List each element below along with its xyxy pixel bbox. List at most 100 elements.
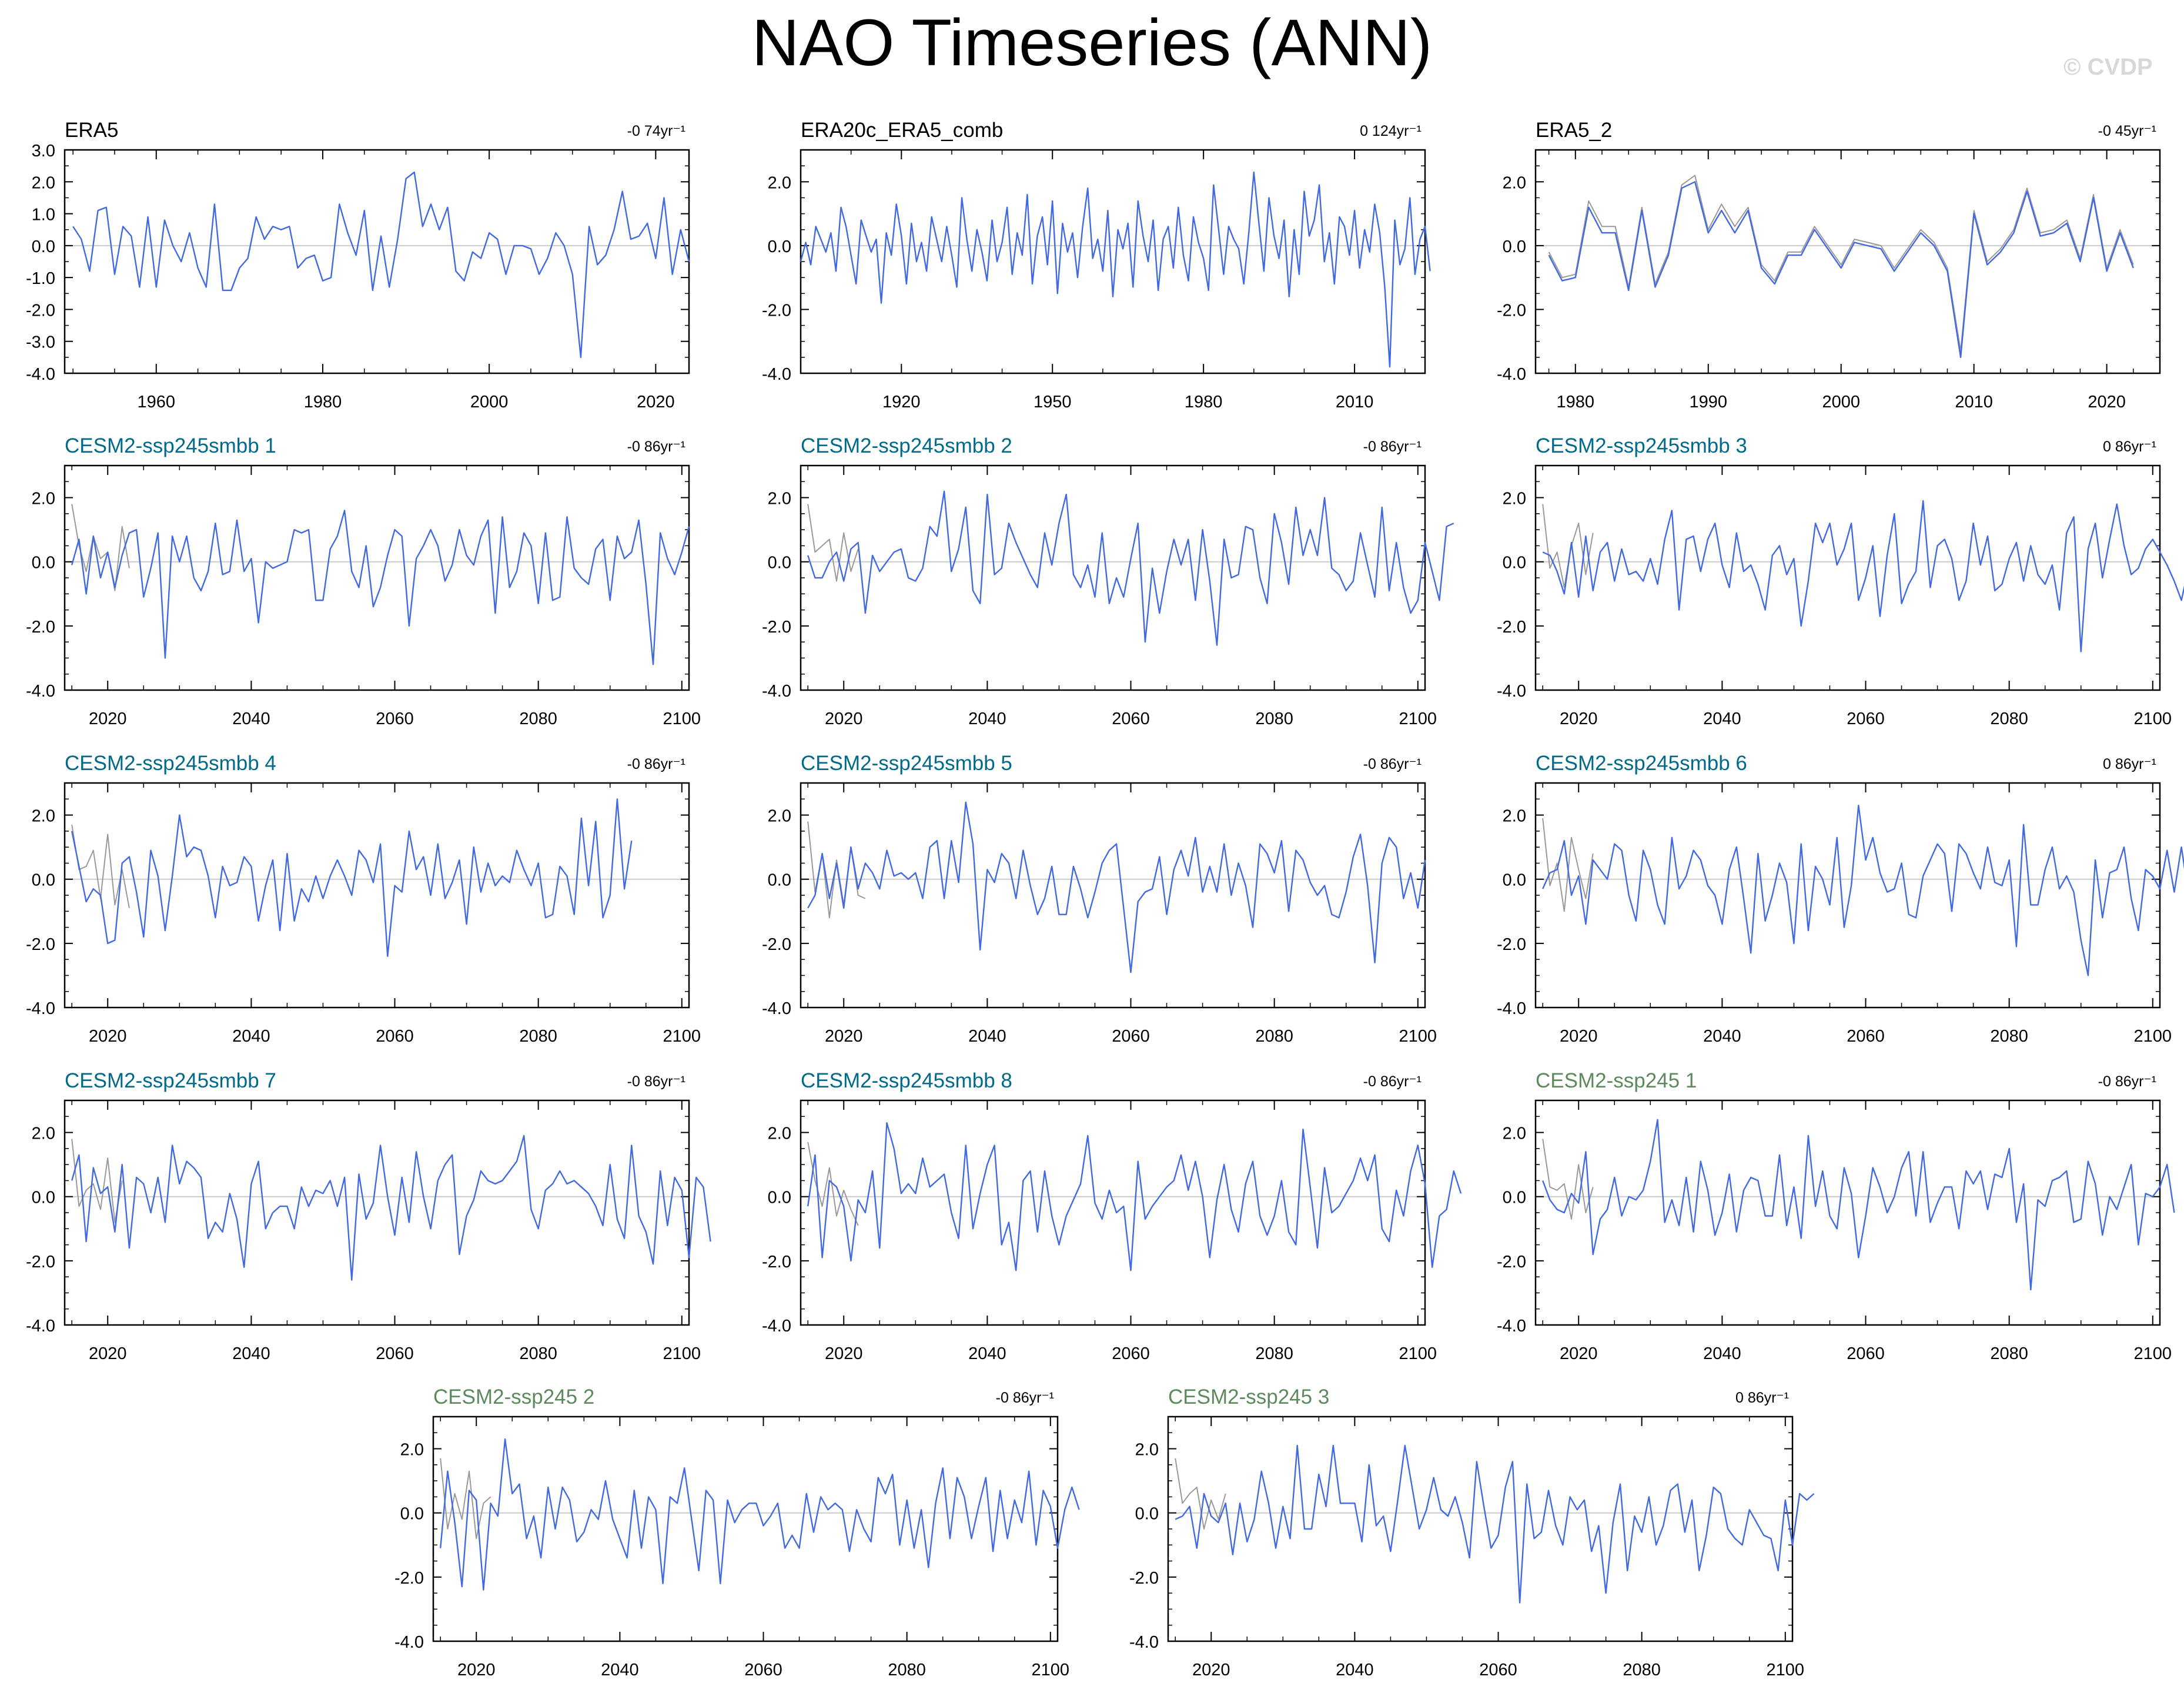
panel-1-xtick-label: 2000	[470, 393, 509, 411]
panel-5-ytick-label: 2.0	[768, 490, 791, 508]
panel-10-ytick-label: -2.0	[26, 1253, 55, 1271]
panel-4-trend: -0 86yr⁻¹	[627, 439, 685, 455]
panel-1-ytick-label: -1.0	[26, 269, 55, 288]
panel-8-ytick-label: -2.0	[762, 935, 791, 954]
panel-13-xtick-label: 2060	[744, 1661, 782, 1679]
panel-5-xtick-label: 2040	[968, 710, 1006, 728]
panel-14-xtick-label: 2060	[1479, 1661, 1517, 1679]
panel-9-ytick-label: 0.0	[1503, 871, 1526, 890]
panel-13-xtick-label: 2040	[601, 1661, 639, 1679]
panel-3-secondary-series-line	[1548, 175, 2134, 352]
panel-14-xtick-label: 2020	[1192, 1661, 1230, 1679]
panel-1-ytick-label: 0.0	[32, 237, 55, 256]
panel-1-xtick-label: 2020	[637, 393, 675, 411]
panel-1-xtick-label: 1980	[304, 393, 342, 411]
panel-14-title: CESM2-ssp245 3	[1168, 1386, 1329, 1408]
panel-9-xtick-label: 2100	[2134, 1027, 2172, 1046]
panel-7-xtick-label: 2100	[663, 1027, 701, 1046]
panel-14-ytick-label: -2.0	[1129, 1569, 1159, 1588]
panel-9-xtick-label: 2060	[1847, 1027, 1885, 1046]
panel-11-xtick-label: 2040	[968, 1344, 1006, 1363]
panel-10-series-line	[71, 1135, 711, 1281]
panel-13-series-line	[440, 1438, 1080, 1591]
panel-8-trend: -0 86yr⁻¹	[1363, 756, 1422, 772]
panel-1-ytick-label: 3.0	[32, 142, 55, 160]
panel-1-ytick-label: -3.0	[26, 333, 55, 352]
panel-11-title: CESM2-ssp245smbb 8	[801, 1069, 1012, 1092]
panel-3-ytick-label: 0.0	[1503, 237, 1526, 256]
panel-11-ytick-label: -2.0	[762, 1253, 791, 1271]
panel-1-ytick-label: 1.0	[32, 206, 55, 225]
panel-5-ytick-label: 0.0	[768, 554, 791, 573]
panel-14-series-line	[1175, 1444, 1815, 1604]
panel-14-xtick-label: 2100	[1767, 1661, 1805, 1679]
panel-10-trend: -0 86yr⁻¹	[627, 1073, 685, 1090]
panel-7-series-line	[71, 798, 633, 957]
panel-2-ytick-label: 2.0	[768, 173, 791, 192]
panel-9-trend: 0 86yr⁻¹	[2103, 756, 2156, 772]
panel-6-xtick-label: 2060	[1847, 710, 1885, 728]
panel-10-ytick-label: -4.0	[26, 1317, 55, 1336]
panel-4-xtick-label: 2040	[232, 710, 270, 728]
panel-3-series-line	[1548, 181, 2134, 359]
panel-2-trend: 0 124yr⁻¹	[1360, 123, 1422, 139]
panel-9-series-line	[1542, 804, 2184, 976]
panel-7-ytick-label: 0.0	[32, 871, 55, 890]
panel-11-xtick-label: 2020	[825, 1344, 863, 1363]
panel-13-ytick-label: 2.0	[400, 1441, 424, 1460]
panel-2-ytick-label: -2.0	[762, 301, 791, 320]
panel-5-ytick-label: -4.0	[762, 682, 791, 701]
panel-10-ytick-label: 2.0	[32, 1125, 55, 1143]
panel-11-ytick-label: 0.0	[768, 1189, 791, 1207]
panel-14-ytick-label: -4.0	[1129, 1633, 1159, 1652]
panel-13-xtick-label: 2100	[1032, 1661, 1070, 1679]
panel-14-xtick-label: 2080	[1623, 1661, 1661, 1679]
panel-7-xtick-label: 2060	[376, 1027, 414, 1046]
panel-13-xtick-label: 2020	[457, 1661, 496, 1679]
panel-7-ytick-label: -4.0	[26, 999, 55, 1018]
panel-2-ytick-label: 0.0	[768, 237, 791, 256]
panel-4-xtick-label: 2020	[89, 710, 127, 728]
panel-4-ytick-label: -4.0	[26, 682, 55, 701]
panel-1-trend: -0 74yr⁻¹	[627, 123, 685, 139]
panel-14-frame	[1167, 1415, 1794, 1642]
panel-13-ytick-label: -4.0	[394, 1633, 424, 1652]
panel-4-title: CESM2-ssp245smbb 1	[65, 434, 276, 457]
panel-3-title: ERA5_2	[1536, 119, 1612, 142]
panel-5-frame	[800, 464, 1426, 691]
panel-1-ytick-label: -2.0	[26, 301, 55, 320]
panel-8-title: CESM2-ssp245smbb 5	[801, 752, 1012, 775]
panel-7-trend: -0 86yr⁻¹	[627, 756, 685, 772]
panel-12-xtick-label: 2100	[2134, 1344, 2172, 1363]
panel-4-xtick-label: 2080	[519, 710, 557, 728]
panel-14-ytick-label: 0.0	[1135, 1505, 1159, 1524]
panel-4-ytick-label: 0.0	[32, 554, 55, 573]
panel-12-ytick-label: 0.0	[1503, 1189, 1526, 1207]
panel-5-xtick-label: 2060	[1112, 710, 1150, 728]
panel-6-ytick-label: 0.0	[1503, 554, 1526, 573]
panel-7-ytick-label: -2.0	[26, 935, 55, 954]
panel-10-title: CESM2-ssp245smbb 7	[65, 1069, 276, 1092]
panel-6-secondary-series-line	[1542, 504, 1594, 588]
panel-14-ytick-label: 2.0	[1135, 1441, 1159, 1460]
panel-2-ytick-label: -4.0	[762, 365, 791, 384]
panel-2-series-line	[800, 171, 1431, 368]
panel-1-series-line	[72, 171, 690, 359]
panel-8-xtick-label: 2040	[968, 1027, 1006, 1046]
panel-8-ytick-label: 0.0	[768, 871, 791, 890]
panel-11-xtick-label: 2100	[1399, 1344, 1437, 1363]
panel-7-xtick-label: 2040	[232, 1027, 270, 1046]
panel-5-series-line	[807, 490, 1454, 646]
panel-4-xtick-label: 2100	[663, 710, 701, 728]
panel-4-frame	[63, 464, 690, 691]
panel-3-ytick-label: -2.0	[1497, 301, 1526, 320]
panel-5-secondary-series-line	[807, 504, 859, 582]
panel-9-xtick-label: 2040	[1703, 1027, 1741, 1046]
panel-6-xtick-label: 2020	[1560, 710, 1598, 728]
panel-6-ytick-label: -2.0	[1497, 618, 1526, 637]
panel-3-xtick-label: 1990	[1689, 393, 1727, 411]
panel-3-frame	[1534, 149, 2161, 374]
panel-7-frame	[63, 782, 690, 1009]
panel-10-ytick-label: 0.0	[32, 1189, 55, 1207]
panel-12-title: CESM2-ssp245 1	[1536, 1069, 1697, 1092]
